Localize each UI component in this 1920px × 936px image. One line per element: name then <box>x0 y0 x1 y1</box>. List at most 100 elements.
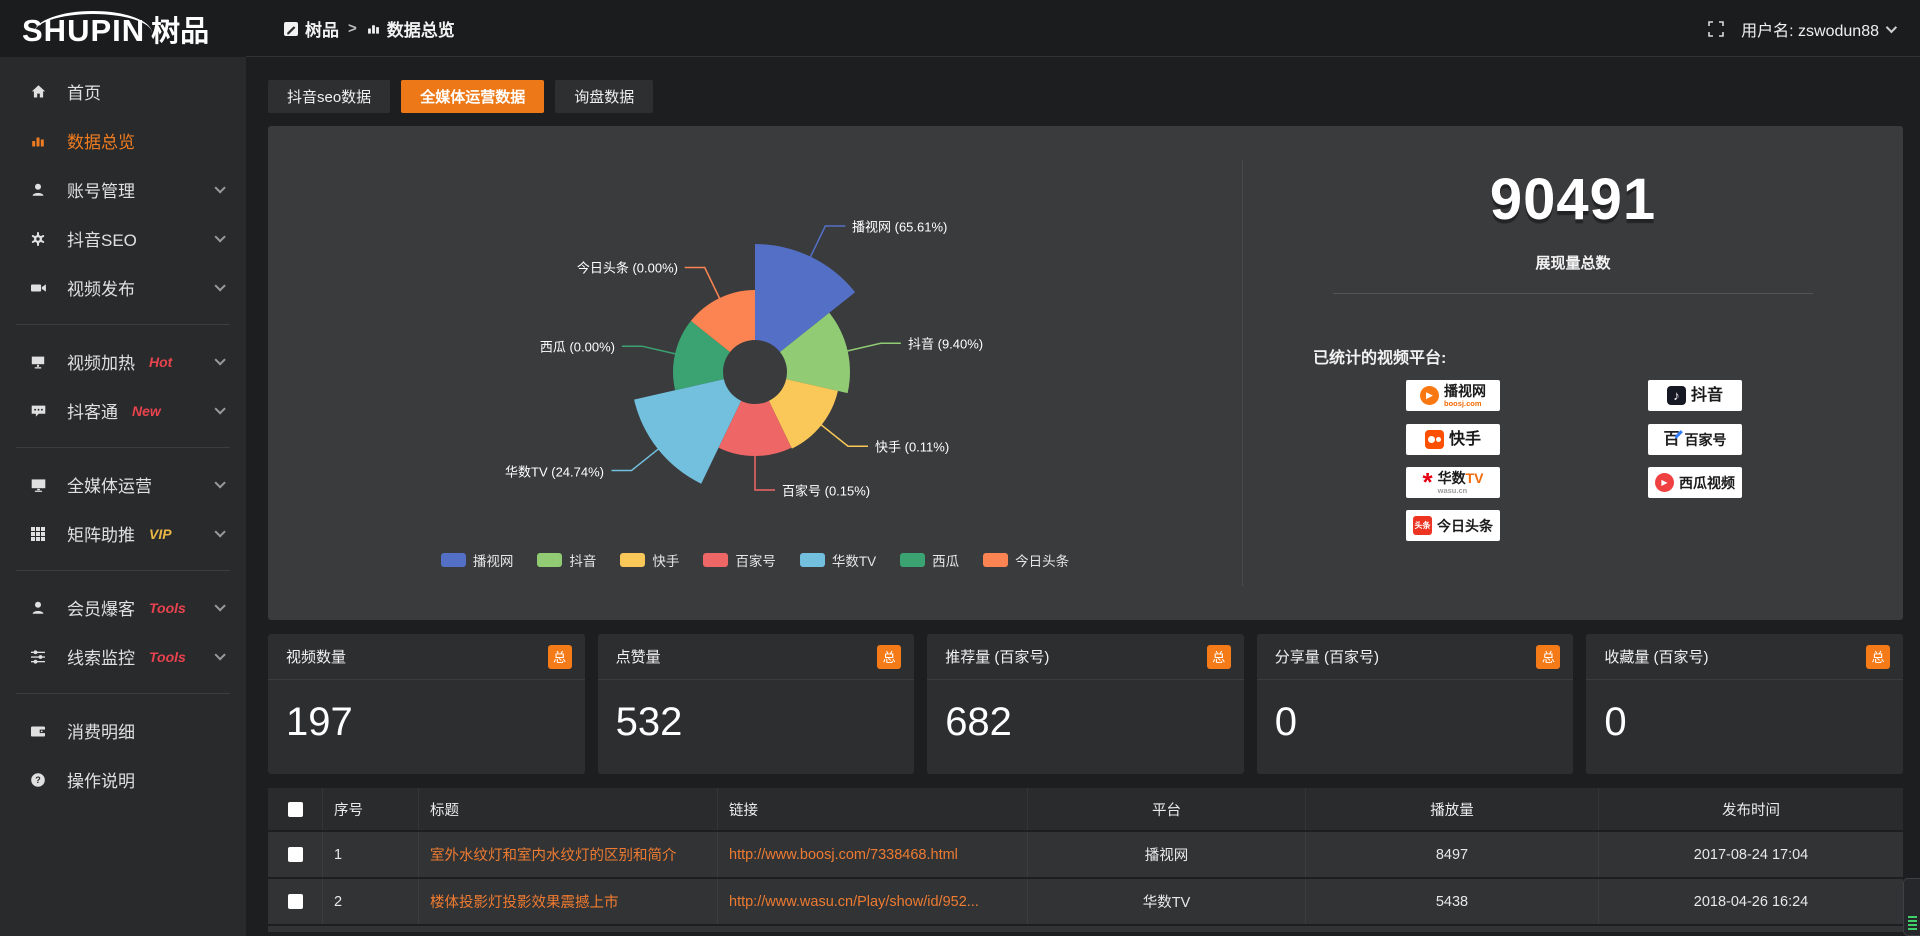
legend-item-1[interactable]: 抖音 <box>537 550 596 570</box>
platform-badge-toutiao: 头条 今日头条 <box>1406 510 1500 541</box>
panel-divider <box>1242 160 1243 586</box>
sidebar-divider <box>16 447 230 448</box>
table-row: 2 楼体投影灯投影效果震撼上市 http://www.wasu.cn/Play/… <box>268 879 1903 924</box>
kuaishou-logo-icon <box>1424 430 1444 449</box>
pie-label-line-2 <box>820 423 868 447</box>
stat-card-title: 推荐量 (百家号) <box>945 649 1050 666</box>
breadcrumb-current[interactable]: 数据总览 <box>366 16 455 41</box>
videos-table: 序号 标题 链接 平台 播放量 发布时间 1 室外水纹灯和室内水纹灯的区别和简介… <box>268 788 1903 932</box>
grid-icon <box>30 525 50 543</box>
sidebar-item-video-publish[interactable]: 视频发布 <box>0 263 246 312</box>
fullscreen-icon[interactable] <box>1707 20 1725 38</box>
video-title-link[interactable]: 楼体投影灯投影效果震撼上市 <box>430 895 619 911</box>
legend-label: 西瓜 <box>932 554 960 569</box>
new-tag: New <box>132 402 161 419</box>
sidebar-item-help[interactable]: ? 操作说明 <box>0 755 246 804</box>
pie-label-line-0 <box>809 225 846 258</box>
rose-pie-svg <box>611 225 901 491</box>
row-published: 2017-08-24 17:04 <box>1598 832 1903 877</box>
sidebar-item-data-overview[interactable]: 数据总览 <box>0 116 246 165</box>
sidebar-divider <box>16 570 230 571</box>
edit-square-icon <box>284 21 298 36</box>
sidebar-divider <box>16 324 230 325</box>
tab-douyin-seo-data[interactable]: 抖音seo数据 <box>268 80 391 113</box>
pie-label-line-1 <box>846 342 901 352</box>
legend-item-3[interactable]: 百家号 <box>703 550 776 570</box>
sidebar-item-label: 视频加热 <box>67 354 135 373</box>
screen-icon <box>30 353 50 371</box>
legend-item-2[interactable]: 快手 <box>620 550 679 570</box>
video-url-link[interactable]: http://www.wasu.cn/Play/show/id/952... <box>729 893 979 910</box>
sliders-icon <box>30 648 50 666</box>
sidebar-item-label: 线索监控 <box>67 649 135 668</box>
gear-icon <box>30 230 50 248</box>
video-title-link[interactable]: 室外水纹灯和室内水纹灯的区别和简介 <box>430 848 677 864</box>
sidebar-item-home[interactable]: 首页 <box>0 67 246 116</box>
wasu-logo-icon: * <box>1422 467 1433 497</box>
topbar-right: 用户名: zswodun88 <box>1707 17 1920 41</box>
pie-label-3: 百家号 (0.15%) <box>782 483 871 499</box>
platform-name: 西瓜视频 <box>1679 474 1735 491</box>
user-icon <box>30 181 50 199</box>
hot-tag: Hot <box>149 353 173 370</box>
tab-media-operation-data[interactable]: 全媒体运营数据 <box>401 80 545 113</box>
sidebar-item-spending-detail[interactable]: 消费明细 <box>0 706 246 755</box>
tab-inquiry-data[interactable]: 询盘数据 <box>555 80 654 113</box>
row-checkbox[interactable] <box>287 847 303 862</box>
sidebar-item-lead-monitor[interactable]: 线索监控 Tools <box>0 632 246 681</box>
pie-slice-0[interactable] <box>755 244 856 372</box>
legend-swatch <box>537 553 563 567</box>
sidebar-item-label: 视频发布 <box>67 280 135 299</box>
video-camera-icon <box>30 279 50 297</box>
platforms-title: 已统计的视频平台: <box>1313 350 1447 367</box>
stat-card-value: 682 <box>945 700 1012 744</box>
row-platform: 华数TV <box>1027 879 1305 924</box>
chevron-down-icon <box>1885 21 1898 33</box>
select-all-checkbox[interactable] <box>287 801 303 817</box>
platform-name: 百家号 <box>1684 431 1727 448</box>
row-index: 1 <box>322 832 418 877</box>
sidebar-item-video-heat[interactable]: 视频加热 Hot <box>0 337 246 386</box>
legend-label: 今日头条 <box>1015 554 1070 569</box>
breadcrumb-root[interactable]: 树品 <box>283 16 339 41</box>
sidebar-item-member-burst[interactable]: 会员爆客 Tools <box>0 583 246 632</box>
legend-item-4[interactable]: 华数TV <box>799 550 876 570</box>
sidebar-item-account[interactable]: 账号管理 <box>0 165 246 214</box>
sidebar-item-label: 会员爆客 <box>67 600 135 619</box>
sidebar-item-doketong[interactable]: 抖客通 New <box>0 386 246 435</box>
sidebar-item-label: 矩阵助推 <box>67 526 135 545</box>
table-row-partial <box>268 926 1903 932</box>
user-menu[interactable]: 用户名: zswodun88 <box>1741 17 1898 41</box>
bar-chart-icon <box>367 25 379 34</box>
platform-name: 播视网 <box>1444 382 1486 399</box>
legend-swatch <box>799 553 825 567</box>
chevron-down-icon <box>214 402 226 415</box>
svg-text:?: ? <box>35 775 41 785</box>
chevron-down-icon <box>214 230 226 243</box>
video-url-link[interactable]: http://www.boosj.com/7338468.html <box>729 846 958 863</box>
legend-swatch <box>703 553 729 567</box>
pie-slice-3[interactable] <box>718 372 792 456</box>
sidebar-item-matrix-boost[interactable]: 矩阵助推 VIP <box>0 509 246 558</box>
toutiao-logo-icon: 头条 <box>1413 516 1432 535</box>
xigua-logo-icon: ▶ <box>1655 473 1674 492</box>
pie-slice-4[interactable] <box>634 372 755 484</box>
legend-item-6[interactable]: 今日头条 <box>983 550 1069 570</box>
row-checkbox[interactable] <box>287 894 303 909</box>
platform-sub: wasu.cn <box>1437 485 1468 495</box>
platform-badge-boosj: ▶ 播视网 boosj.com <box>1406 380 1500 411</box>
sidebar-item-label: 消费明细 <box>67 723 135 742</box>
pie-hole <box>723 340 787 404</box>
stat-card-value: 0 <box>1274 700 1298 744</box>
legend-item-5[interactable]: 西瓜 <box>900 550 959 570</box>
chat-icon <box>30 402 50 420</box>
data-tabs: 抖音seo数据 全媒体运营数据 询盘数据 <box>268 80 1903 113</box>
sidebar-item-media-operation[interactable]: 全媒体运营 <box>0 460 246 509</box>
pie-label-line-3 <box>754 455 775 491</box>
sidebar-item-douyin-seo[interactable]: 抖音SEO <box>0 214 246 263</box>
row-plays: 8497 <box>1305 832 1598 877</box>
floating-widget[interactable] <box>1903 878 1920 936</box>
column-header-index: 序号 <box>322 788 418 830</box>
legend-label: 抖音 <box>569 554 597 569</box>
legend-item-0[interactable]: 播视网 <box>440 550 513 570</box>
